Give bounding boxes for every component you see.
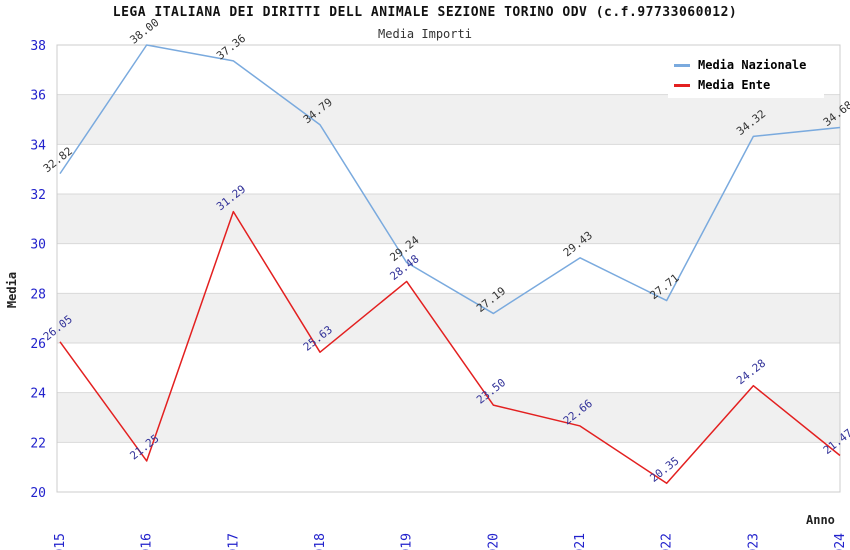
series-line-media-ente — [59, 210, 841, 485]
series-line-media-nazionale — [59, 44, 841, 315]
y-tick-label: 36 — [30, 89, 46, 104]
x-tick-label: 2018 — [313, 533, 328, 550]
legend-label-media-ente: Media Ente — [698, 78, 771, 92]
y-tick-label: 24 — [30, 387, 46, 402]
y-tick-label: 26 — [30, 337, 46, 352]
data-label-media-nazionale: 37.36 — [214, 32, 248, 63]
grid-band — [57, 194, 840, 244]
legend: Media Nazionale Media Ente — [668, 52, 824, 98]
y-tick-label: 22 — [30, 436, 46, 451]
y-tick-label: 38 — [30, 39, 46, 54]
chart-subtitle: Media Importi — [378, 27, 472, 41]
x-tick-label: 2016 — [140, 533, 155, 550]
x-axis-title: Anno — [806, 513, 835, 527]
legend-item-media-ente: Media Ente — [674, 78, 820, 92]
x-tick-label: 2022 — [660, 533, 675, 550]
x-tick-label: 2015 — [53, 533, 68, 550]
y-axis-title: Media — [5, 271, 19, 309]
grid-band — [57, 293, 840, 343]
y-tick-label: 32 — [30, 188, 46, 203]
x-tick-label: 2017 — [226, 533, 241, 550]
data-label-media-ente: 24.28 — [734, 357, 768, 388]
x-tick-label: 2023 — [746, 533, 761, 550]
legend-swatch-media-nazionale-icon — [674, 63, 690, 67]
y-tick-label: 20 — [30, 486, 46, 501]
legend-item-media-nazionale: Media Nazionale — [674, 58, 820, 72]
x-tick-label: 2020 — [486, 533, 501, 550]
legend-label-media-nazionale: Media Nazionale — [698, 58, 807, 72]
data-label-media-nazionale: 38.00 — [127, 16, 161, 47]
x-tick-label: 2019 — [400, 533, 415, 550]
legend-swatch-media-ente-icon — [674, 83, 690, 87]
y-tick-label: 30 — [30, 238, 46, 253]
data-label-media-ente: 20.35 — [647, 454, 681, 485]
x-tick-label: 2021 — [573, 533, 588, 550]
y-tick-label: 28 — [30, 287, 46, 302]
plot-border — [56, 44, 841, 493]
chart-title: LEGA ITALIANA DEI DIRITTI DELL ANIMALE S… — [112, 5, 738, 20]
grid-band — [57, 392, 840, 443]
y-tick-label: 34 — [30, 138, 46, 153]
x-tick-label: 2024 — [833, 533, 848, 550]
grid-band — [57, 94, 840, 145]
